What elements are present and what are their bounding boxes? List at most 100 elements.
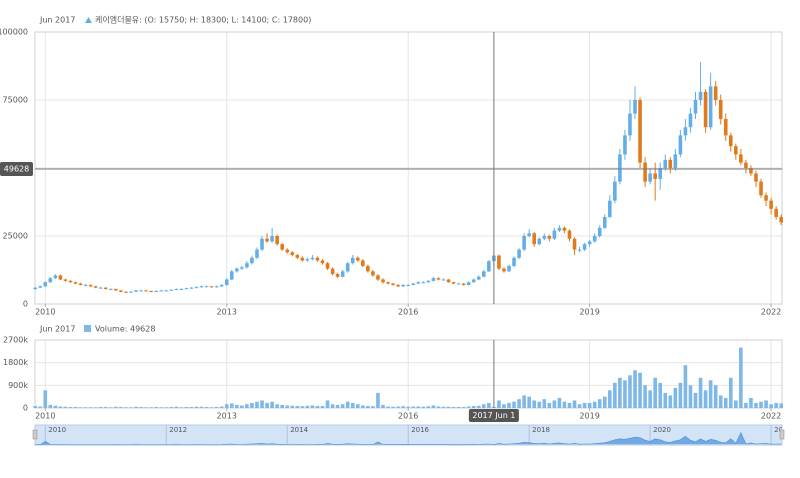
volume-bar <box>698 377 703 408</box>
volume-bar <box>663 392 668 408</box>
volume-bar <box>330 404 335 408</box>
volume-bar <box>93 407 98 408</box>
candle-body <box>628 113 632 136</box>
candle-body <box>618 154 622 182</box>
y-tick-label: 100000 <box>0 28 28 37</box>
volume-bar <box>260 400 264 408</box>
candle-body <box>633 100 637 114</box>
volume-bar <box>754 402 758 408</box>
candle-body <box>582 244 587 250</box>
volume-bar <box>68 406 73 408</box>
volume-bar <box>623 380 627 408</box>
volume-bar <box>628 375 632 408</box>
volume-bar <box>194 406 199 408</box>
volume-bar <box>638 372 642 408</box>
candle-body <box>199 286 204 288</box>
candle-body <box>703 91 708 128</box>
volume-bar <box>643 385 647 408</box>
candle-body <box>63 279 68 281</box>
scroller-label: 2014 <box>290 426 308 434</box>
candle-body <box>103 287 108 290</box>
volume-bar <box>542 399 547 408</box>
volume-bar <box>315 405 320 408</box>
crosshair-y-label-box <box>0 162 33 177</box>
volume-bar <box>537 401 542 408</box>
volume-bar <box>199 406 204 408</box>
candle-body <box>73 282 78 284</box>
candle-body <box>527 233 531 236</box>
candle-body <box>114 289 118 291</box>
x-tick-label: 2022 <box>761 308 781 317</box>
candle-body <box>421 282 426 284</box>
volume-bar <box>98 406 103 408</box>
volume-bar <box>381 404 385 408</box>
x-tick-label: 2016 <box>398 412 418 421</box>
candle-body <box>124 291 128 293</box>
candle-body <box>179 289 184 291</box>
candle-body <box>678 135 683 155</box>
volume-bar <box>144 407 148 408</box>
candle-body <box>693 100 698 114</box>
candle-body <box>698 91 703 100</box>
volume-bar <box>764 400 768 408</box>
candle-body <box>204 286 209 288</box>
volume-bar <box>713 385 718 408</box>
volume-bar <box>703 390 708 408</box>
candle-body <box>144 290 148 292</box>
volume-bar <box>658 382 663 408</box>
volume-bar <box>759 401 763 408</box>
candle-body <box>350 257 355 264</box>
volume-bar <box>88 407 93 408</box>
volume-legend-marker <box>84 325 91 332</box>
candle-body <box>673 154 678 168</box>
candle-body <box>487 261 491 272</box>
candle-body <box>602 216 607 228</box>
volume-bar <box>119 406 123 408</box>
volume-bar <box>562 401 567 408</box>
candle-body <box>658 168 663 179</box>
volume-bar <box>73 406 78 408</box>
candle-body <box>734 146 738 155</box>
volume-legend-text: Volume: 49628 <box>95 325 155 334</box>
candle-body <box>235 268 239 272</box>
y-tick-label: 1800k <box>3 358 28 367</box>
candle-body <box>723 119 728 136</box>
x-tick-label: 2016 <box>398 308 418 317</box>
y-tick-label: 900k <box>8 381 28 390</box>
volume-bar <box>678 382 683 408</box>
candle-body <box>552 230 557 239</box>
volume-bar <box>653 377 657 408</box>
x-tick-label: 2010 <box>35 412 55 421</box>
crosshair-x-label: 2017 Jun 1 <box>468 409 519 422</box>
volume-bar <box>335 404 340 408</box>
candle-body <box>557 227 562 231</box>
volume-bar <box>38 406 43 408</box>
price-legend-marker <box>85 17 92 23</box>
candle-body <box>471 279 476 283</box>
volume-bar <box>673 387 678 408</box>
volume-bar <box>411 406 416 408</box>
candle-body <box>502 268 506 272</box>
candle-body <box>547 236 552 239</box>
volume-bar <box>134 406 138 408</box>
candle-body <box>759 181 763 196</box>
volume-bar <box>567 402 572 408</box>
scroller-area <box>35 431 782 446</box>
volume-bar <box>466 406 471 408</box>
candle-body <box>451 282 456 284</box>
volume-bar <box>204 406 209 408</box>
volume-bar <box>734 400 738 408</box>
volume-bar <box>487 402 491 408</box>
volume-bar <box>769 404 773 408</box>
volume-bar <box>688 385 693 408</box>
volume-bar <box>179 407 184 408</box>
candle-body <box>229 271 234 280</box>
candle-body <box>38 286 43 288</box>
candle-body <box>119 290 123 292</box>
volume-bar <box>103 406 108 408</box>
volume-bar <box>355 404 360 408</box>
candle-body <box>466 282 471 285</box>
volume-bar <box>608 390 612 408</box>
scroller-handle <box>779 429 785 440</box>
volume-bar <box>229 403 234 408</box>
